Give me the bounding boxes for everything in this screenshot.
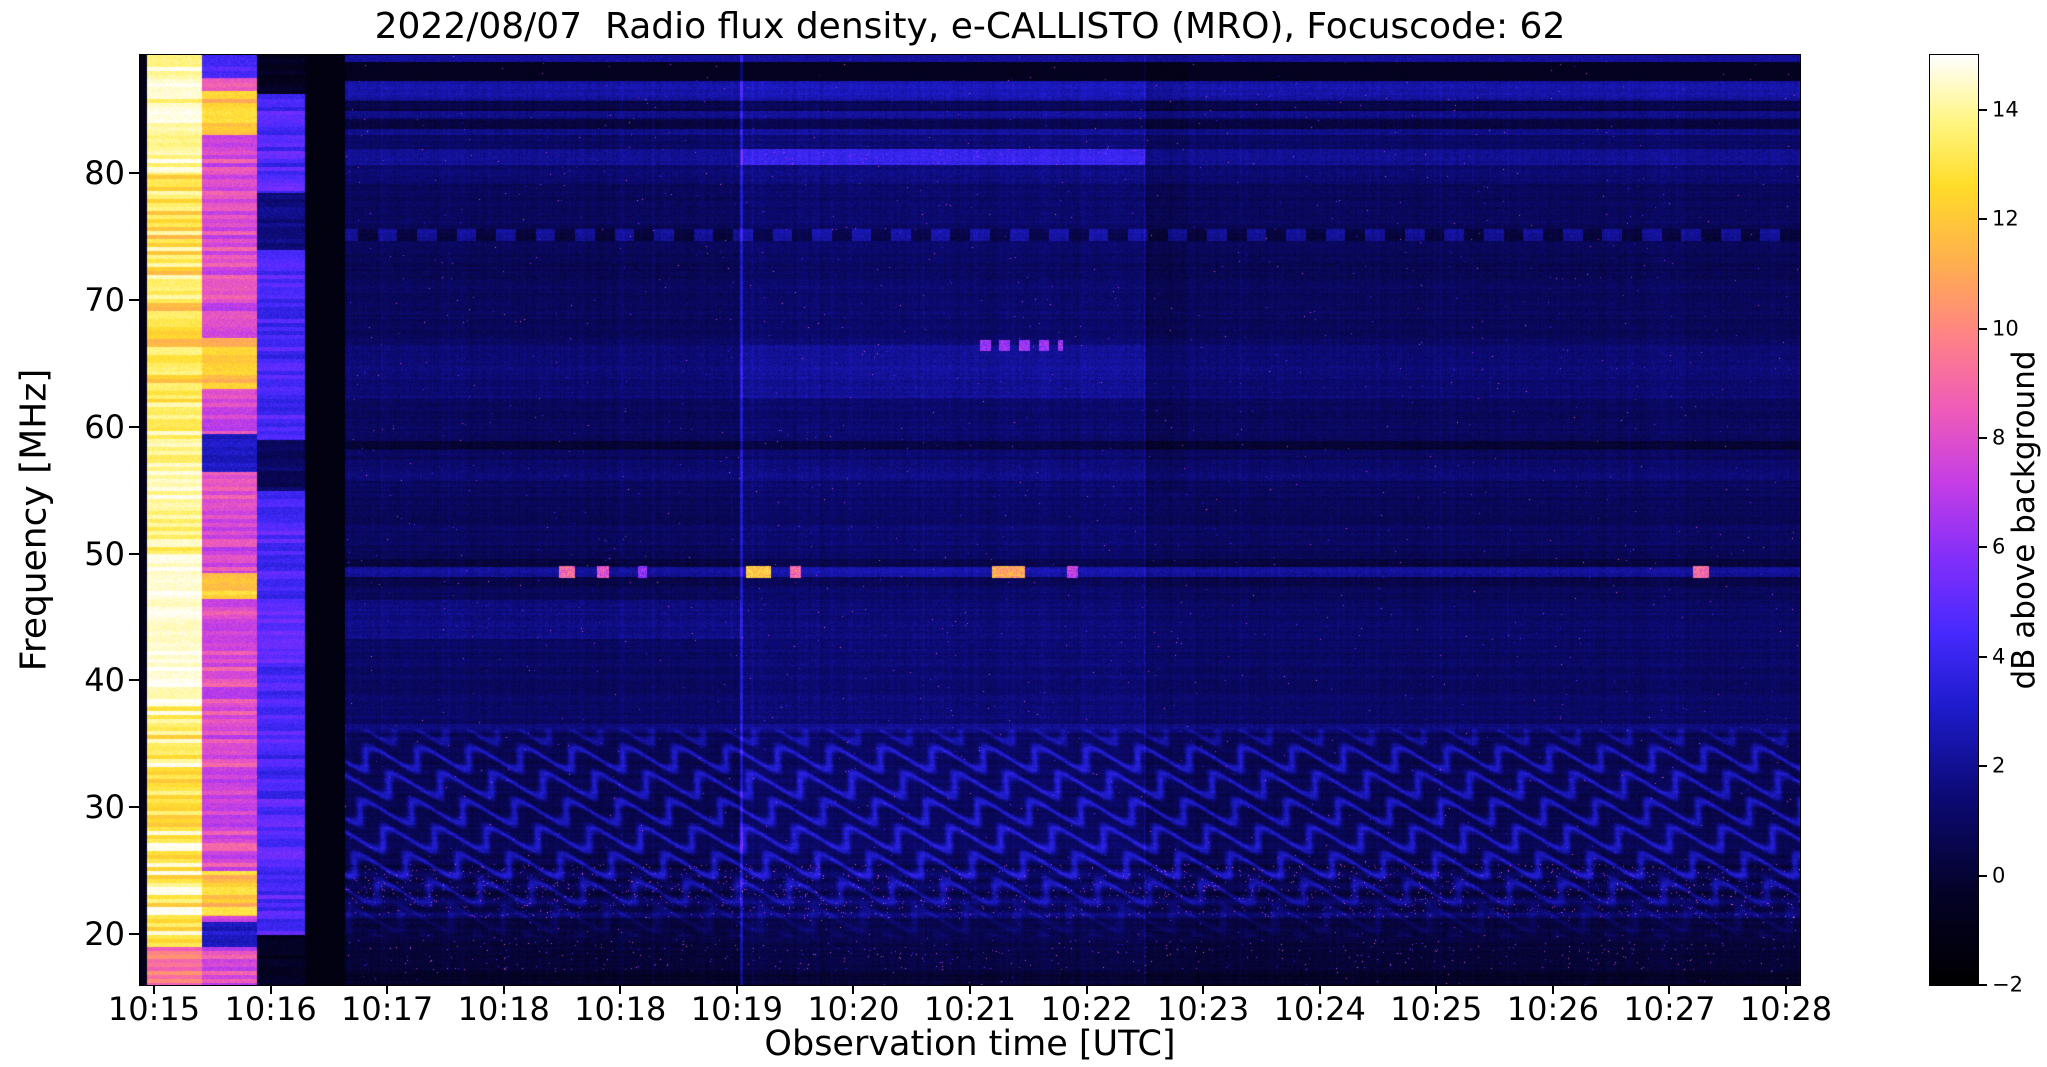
x-tick-mark — [502, 985, 505, 994]
x-tick-mark — [1551, 985, 1554, 994]
y-tick-label: 70 — [84, 280, 125, 319]
colorbar-tick-mark — [1979, 108, 1987, 111]
x-tick-label: 10:23 — [1157, 990, 1250, 1028]
y-tick-mark — [129, 679, 139, 682]
x-tick-label: 10:17 — [341, 990, 434, 1028]
x-tick-mark — [153, 985, 155, 994]
colorbar-tick-mark — [1979, 984, 1987, 986]
y-tick-label: 50 — [84, 534, 125, 573]
x-tick-label: 10:19 — [690, 990, 783, 1028]
colorbar-tick-mark — [1979, 655, 1987, 658]
colorbar-tick-mark — [1979, 327, 1987, 330]
x-tick-label: 10:20 — [807, 990, 900, 1028]
colorbar-gradient-canvas — [1930, 55, 1978, 985]
colorbar-tick-label: −2 — [1992, 972, 2023, 997]
colorbar-tick-label: 12 — [1992, 206, 2019, 231]
x-tick-label: 10:21 — [923, 990, 1017, 1028]
colorbar-tick-mark — [1979, 874, 1987, 877]
colorbar-label: dB above background — [2006, 350, 2042, 690]
y-tick-mark — [129, 552, 139, 555]
x-tick-mark — [1318, 985, 1321, 994]
x-tick-mark — [386, 985, 389, 994]
chart-title: 2022/08/07 Radio flux density, e-CALLIST… — [374, 6, 1566, 47]
colorbar-tick-label: 10 — [1992, 316, 2019, 341]
x-tick-label: 10:18 — [574, 990, 667, 1028]
x-tick-mark — [969, 985, 971, 994]
x-tick-mark — [1085, 985, 1088, 994]
x-tick-label: 10:18 — [457, 990, 550, 1028]
colorbar-tick-label: 4 — [1992, 644, 2006, 669]
colorbar-tick-label: 8 — [1992, 425, 2006, 450]
x-tick-mark — [852, 985, 855, 994]
x-tick-mark — [1668, 985, 1671, 994]
x-tick-label: 10:26 — [1506, 990, 1599, 1028]
x-tick-label: 10:28 — [1739, 990, 1833, 1028]
spectrogram-heatmap-canvas — [140, 55, 1800, 985]
y-tick-label: 60 — [84, 407, 125, 446]
y-tick-mark — [129, 425, 139, 428]
y-tick-mark — [129, 298, 139, 301]
y-tick-label: 80 — [84, 153, 125, 192]
y-tick-label: 30 — [84, 788, 125, 827]
x-tick-mark — [1435, 985, 1438, 994]
colorbar-tick-mark — [1979, 436, 1987, 439]
y-tick-mark — [129, 171, 139, 174]
colorbar-tick-mark — [1979, 546, 1987, 549]
x-axis-label: Observation time [UTC] — [764, 1024, 1176, 1064]
y-tick-mark — [129, 933, 139, 936]
x-tick-label: 10:22 — [1040, 990, 1133, 1028]
x-tick-mark — [1202, 985, 1205, 994]
colorbar-tick-label: 0 — [1992, 863, 2006, 888]
colorbar-tick-label: 6 — [1992, 534, 2006, 559]
x-tick-mark — [619, 985, 622, 994]
x-tick-mark — [269, 985, 272, 994]
x-tick-label: 10:25 — [1390, 990, 1483, 1028]
y-tick-label: 40 — [84, 661, 125, 700]
colorbar-tick-label: 2 — [1992, 753, 2006, 778]
y-tick-label: 20 — [84, 915, 125, 954]
y-tick-mark — [129, 806, 139, 809]
x-tick-label: 10:27 — [1623, 990, 1716, 1028]
plot-area — [139, 54, 1801, 986]
x-tick-label: 10:15 — [107, 990, 201, 1028]
y-axis-label: Frequency [MHz] — [13, 368, 55, 672]
colorbar-tick-label: 14 — [1992, 97, 2019, 122]
colorbar — [1929, 54, 1979, 986]
colorbar-tick-mark — [1979, 218, 1987, 221]
colorbar-tick-mark — [1979, 765, 1987, 768]
x-tick-label: 10:24 — [1273, 990, 1366, 1028]
x-tick-label: 10:16 — [224, 990, 317, 1028]
x-tick-mark — [1785, 985, 1787, 994]
x-tick-mark — [735, 985, 738, 994]
